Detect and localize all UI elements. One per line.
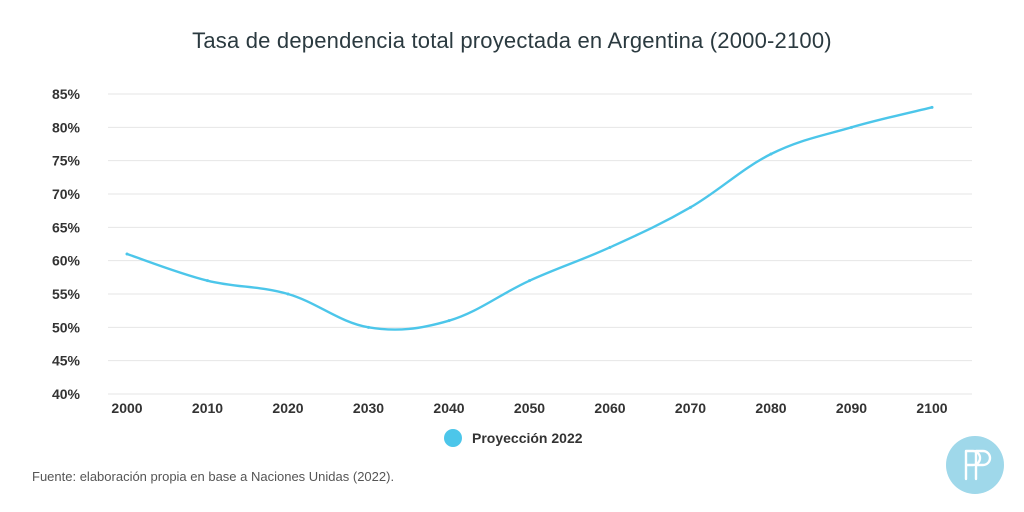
legend-label: Proyección 2022 [472,430,583,446]
x-tick-label: 2020 [272,400,303,416]
legend-swatch [444,429,462,447]
y-tick-label: 65% [52,219,81,235]
legend: Proyección 2022 [444,429,583,447]
y-tick-label: 50% [52,319,81,335]
x-tick-label: 2060 [594,400,625,416]
y-tick-label: 55% [52,286,81,302]
x-tick-label: 2100 [916,400,947,416]
y-axis-ticks: 40% 45% 50% 55% 60% 65% 70% 75% 80% 85% [52,86,81,402]
x-tick-label: 2070 [675,400,706,416]
x-tick-label: 2030 [353,400,384,416]
data-point [447,319,451,323]
x-tick-label: 2040 [433,400,464,416]
chart-title: Tasa de dependencia total proyectada en … [192,28,832,53]
x-axis-ticks: 2000 2010 2020 2030 2040 2050 2060 2070 2080 2090… [111,400,947,416]
x-tick-label: 2080 [755,400,786,416]
y-tick-label: 45% [52,353,81,369]
y-tick-label: 85% [52,86,81,102]
x-tick-label: 2090 [836,400,867,416]
logo [946,436,1004,494]
x-tick-label: 2010 [192,400,223,416]
data-point [608,245,612,249]
data-point [528,279,531,283]
data-point [125,252,129,256]
data-point [286,292,290,296]
data-point [769,152,773,156]
y-tick-label: 75% [52,153,81,169]
data-point [367,325,370,329]
series-group [125,105,934,331]
logo-icon [964,449,992,481]
series-line [125,106,934,331]
y-tick-label: 40% [52,386,81,402]
y-tick-label: 70% [52,186,81,202]
x-tick-label: 2000 [111,400,142,416]
data-point [689,205,692,209]
data-point [850,125,853,129]
source-note: Fuente: elaboración propia en base a Nac… [32,469,395,484]
x-tick-label: 2050 [514,400,545,416]
y-tick-label: 80% [52,119,81,135]
data-point [206,279,209,283]
gridlines [108,93,972,395]
y-tick-label: 60% [52,253,81,269]
data-point [930,105,934,109]
